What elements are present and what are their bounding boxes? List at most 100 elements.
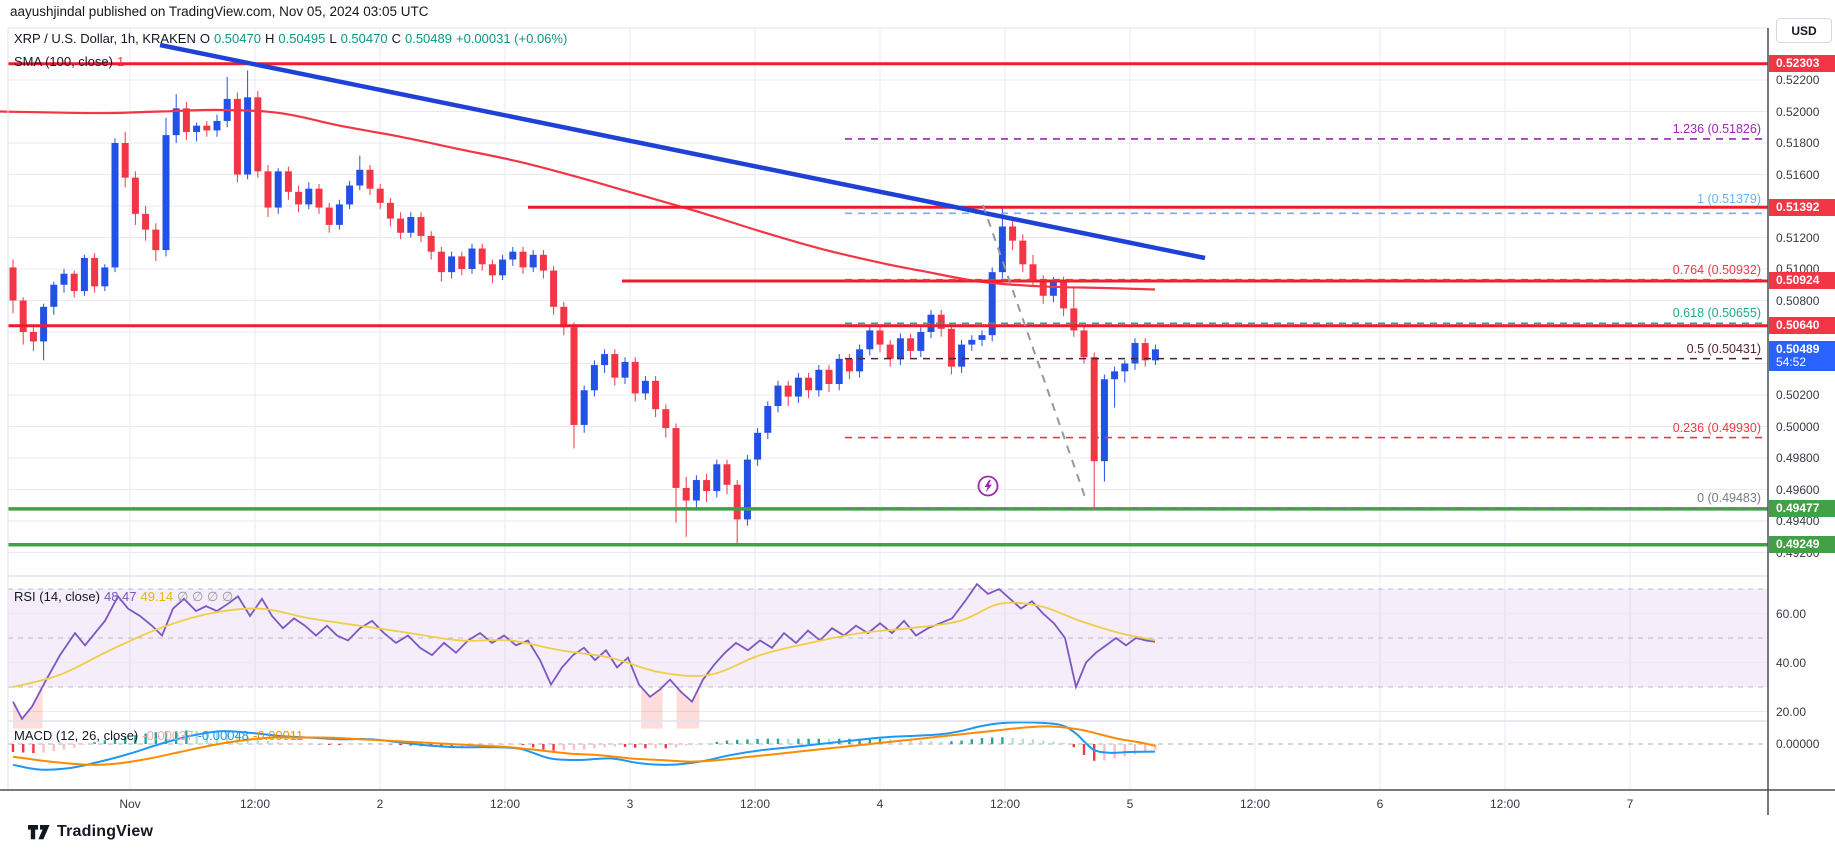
price-tag-value: 0.51392 xyxy=(1776,199,1820,214)
price-tag-0.49249: 0.49249 xyxy=(1769,536,1835,554)
candle-body xyxy=(376,188,384,203)
flash-annotation-icon[interactable] xyxy=(977,475,999,502)
candle-body xyxy=(458,256,466,269)
candle-body xyxy=(284,171,292,192)
candle-body xyxy=(101,267,109,287)
candlestick-series xyxy=(9,70,1159,544)
candle-body xyxy=(774,385,782,407)
low-label: L xyxy=(329,31,337,46)
countdown-timer: 54:52 xyxy=(1776,355,1807,370)
macd-hist-value: -0.00037 xyxy=(142,728,194,743)
candle-body xyxy=(662,409,670,429)
candle-body xyxy=(866,330,874,350)
candle-body xyxy=(325,207,333,225)
time-axis-label: 12:00 xyxy=(989,797,1021,811)
candle-body xyxy=(937,314,945,329)
price-tag-0.52303: 0.52303 xyxy=(1769,55,1835,73)
fib-label: 1 (0.51379) xyxy=(1697,192,1761,207)
candle-body xyxy=(601,354,609,366)
price-tag-0.51392: 0.51392 xyxy=(1769,198,1835,216)
candle-body xyxy=(1131,343,1139,364)
currency-toggle-button[interactable]: USD xyxy=(1776,18,1832,43)
candle-body xyxy=(162,135,170,251)
time-axis-label: 12:00 xyxy=(739,797,771,811)
macd-axis-label: 0.00000 xyxy=(1776,737,1820,751)
rsi-oversold-fill xyxy=(13,687,43,729)
candle-body xyxy=(499,259,507,276)
symbol-legend[interactable]: XRP / U.S. Dollar, 1h, KRAKEN O 0.50470 H 0.… xyxy=(14,31,571,46)
candle-body xyxy=(1070,308,1078,331)
price-axis-label: 0.51200 xyxy=(1776,230,1820,245)
candle-body xyxy=(448,256,456,273)
candle-body xyxy=(407,217,415,233)
dashed-projection-line xyxy=(982,204,1087,501)
candle-body xyxy=(1090,357,1098,462)
high-value: 0.50495 xyxy=(278,31,326,46)
time-axis-label: 12:00 xyxy=(239,797,271,811)
tradingview-logo[interactable]: TradingView xyxy=(28,823,153,841)
fib-label: 0.764 (0.50932) xyxy=(1672,262,1761,277)
candle-body xyxy=(50,284,58,307)
time-axis-label: 7 xyxy=(1626,797,1634,811)
candle-body xyxy=(682,487,690,501)
high-label: H xyxy=(264,31,275,46)
candle-body xyxy=(386,202,394,219)
time-axis-label: 2 xyxy=(376,797,384,811)
fib-label: 0.236 (0.49930) xyxy=(1672,420,1761,435)
candle-body xyxy=(437,251,445,273)
time-axis-label: Nov xyxy=(119,797,141,811)
candle-body xyxy=(356,169,364,186)
price-tag-value: 0.50489 xyxy=(1776,342,1820,357)
tradingview-logo-text: TradingView xyxy=(57,823,154,840)
candle-body xyxy=(754,432,762,460)
candle-body xyxy=(1009,226,1017,241)
rsi-title: RSI (14, close) xyxy=(14,589,100,604)
macd-signal-value: -0.00011 xyxy=(252,728,304,743)
candle-body xyxy=(29,332,37,342)
candle-body xyxy=(60,273,68,285)
candle-body xyxy=(703,480,711,492)
rsi-axis-label: 60.00 xyxy=(1776,606,1807,621)
candle-body xyxy=(907,338,915,351)
candle-body xyxy=(611,354,619,378)
candle-body xyxy=(1039,280,1047,296)
candle-body xyxy=(968,339,976,345)
rsi-value: 48.47 xyxy=(103,589,137,604)
rsi-empty-values: ∅ ∅ ∅ ∅ xyxy=(177,589,234,604)
candle-body xyxy=(529,254,537,268)
price-tag-0.50924: 0.50924 xyxy=(1769,272,1835,290)
fib-label: 0.5 (0.50431) xyxy=(1686,341,1761,356)
candle-body xyxy=(764,406,772,433)
candle-body xyxy=(244,97,252,175)
candle-body xyxy=(264,171,272,208)
candle-body xyxy=(998,226,1006,273)
candle-body xyxy=(631,361,639,394)
rsi-axis-label: 20.00 xyxy=(1776,704,1807,719)
lightning-icon xyxy=(977,475,999,497)
time-axis-label: 12:00 xyxy=(1489,797,1521,811)
candle-body xyxy=(1060,281,1068,309)
candle-body xyxy=(19,300,27,332)
candle-body xyxy=(570,327,578,425)
price-tag-0.50640: 0.50640 xyxy=(1769,317,1835,335)
candle-body xyxy=(519,251,527,268)
macd-legend[interactable]: MACD (12, 26, close) -0.00037 -0.00048 -0.0… xyxy=(14,728,307,743)
price-tag-value: 0.49249 xyxy=(1776,537,1820,552)
macd-signal-line xyxy=(12,725,1156,766)
candle-body xyxy=(131,177,139,214)
sma-title: SMA (100, close) xyxy=(14,54,113,69)
price-axis-label: 0.50200 xyxy=(1776,388,1820,402)
candle-body xyxy=(346,185,354,205)
rsi-legend[interactable]: RSI (14, close) 48.47 49.14 ∅ ∅ ∅ ∅ xyxy=(14,589,237,605)
candle-body xyxy=(876,330,884,345)
candle-body xyxy=(1080,330,1088,358)
candle-body xyxy=(1141,343,1149,361)
symbol-title: XRP / U.S. Dollar, 1h, KRAKEN xyxy=(14,31,196,46)
price-axis-label: 0.51800 xyxy=(1776,136,1820,150)
candle-body xyxy=(917,332,925,351)
sma-legend[interactable]: SMA (100, close) 1 xyxy=(14,54,128,69)
time-axis-label: 3 xyxy=(626,797,634,811)
candle-body xyxy=(203,125,211,131)
